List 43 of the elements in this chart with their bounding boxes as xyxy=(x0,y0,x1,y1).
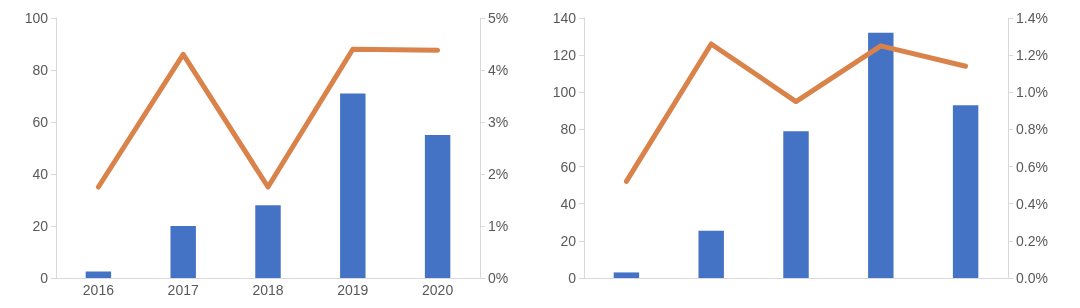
y-tick-label: 60 xyxy=(560,158,577,175)
bar xyxy=(868,32,894,278)
y-tick-label: 80 xyxy=(560,121,577,138)
y-tick-label: 40 xyxy=(32,166,49,182)
bar xyxy=(698,230,724,278)
y-tick-label: 100 xyxy=(552,84,577,101)
bar xyxy=(85,271,112,278)
y-tick-label: 120 xyxy=(552,47,577,64)
bar xyxy=(952,105,979,278)
x-tick-label: 2017 xyxy=(167,282,199,298)
bar xyxy=(170,226,196,278)
y2-tick-label: 1.2% xyxy=(1016,47,1048,64)
y2-tick-label: 1.0% xyxy=(1016,84,1048,101)
y-tick-label: 20 xyxy=(32,218,49,234)
bar xyxy=(340,93,366,278)
y2-tick-label: 1.4% xyxy=(1016,10,1048,26)
y2-tick-label: 1% xyxy=(488,218,509,234)
y2-tick-label: 4% xyxy=(488,62,509,78)
y2-tick-label: 0.0% xyxy=(1016,270,1048,286)
y-tick-label: 80 xyxy=(32,62,49,78)
y2-tick-label: 5% xyxy=(488,10,509,26)
x-tick-label: 2020 xyxy=(422,282,454,298)
y-tick-label: 140 xyxy=(552,10,577,26)
y2-tick-label: 0.4% xyxy=(1016,195,1048,212)
y-tick-label: 0 xyxy=(568,270,577,286)
y-tick-label: 100 xyxy=(24,10,49,26)
y2-tick-label: 0% xyxy=(488,270,509,286)
y2-tick-label: 2% xyxy=(488,166,509,182)
y-tick-label: 0 xyxy=(40,270,49,286)
x-tick-label: 2016 xyxy=(82,282,115,298)
y-tick-label: 20 xyxy=(560,232,577,249)
y-tick-label: 60 xyxy=(32,114,49,130)
y-tick-label: 40 xyxy=(560,195,577,212)
bar xyxy=(783,131,809,278)
bar xyxy=(255,205,281,278)
y2-tick-label: 0.2% xyxy=(1016,232,1048,249)
y2-tick-label: 3% xyxy=(488,114,509,130)
x-tick-label: 2018 xyxy=(252,282,284,298)
y2-tick-label: 0.8% xyxy=(1016,121,1048,138)
bar xyxy=(424,135,451,278)
y2-tick-label: 0.6% xyxy=(1016,158,1048,175)
x-tick-label: 2019 xyxy=(337,282,369,298)
bar xyxy=(613,272,640,278)
